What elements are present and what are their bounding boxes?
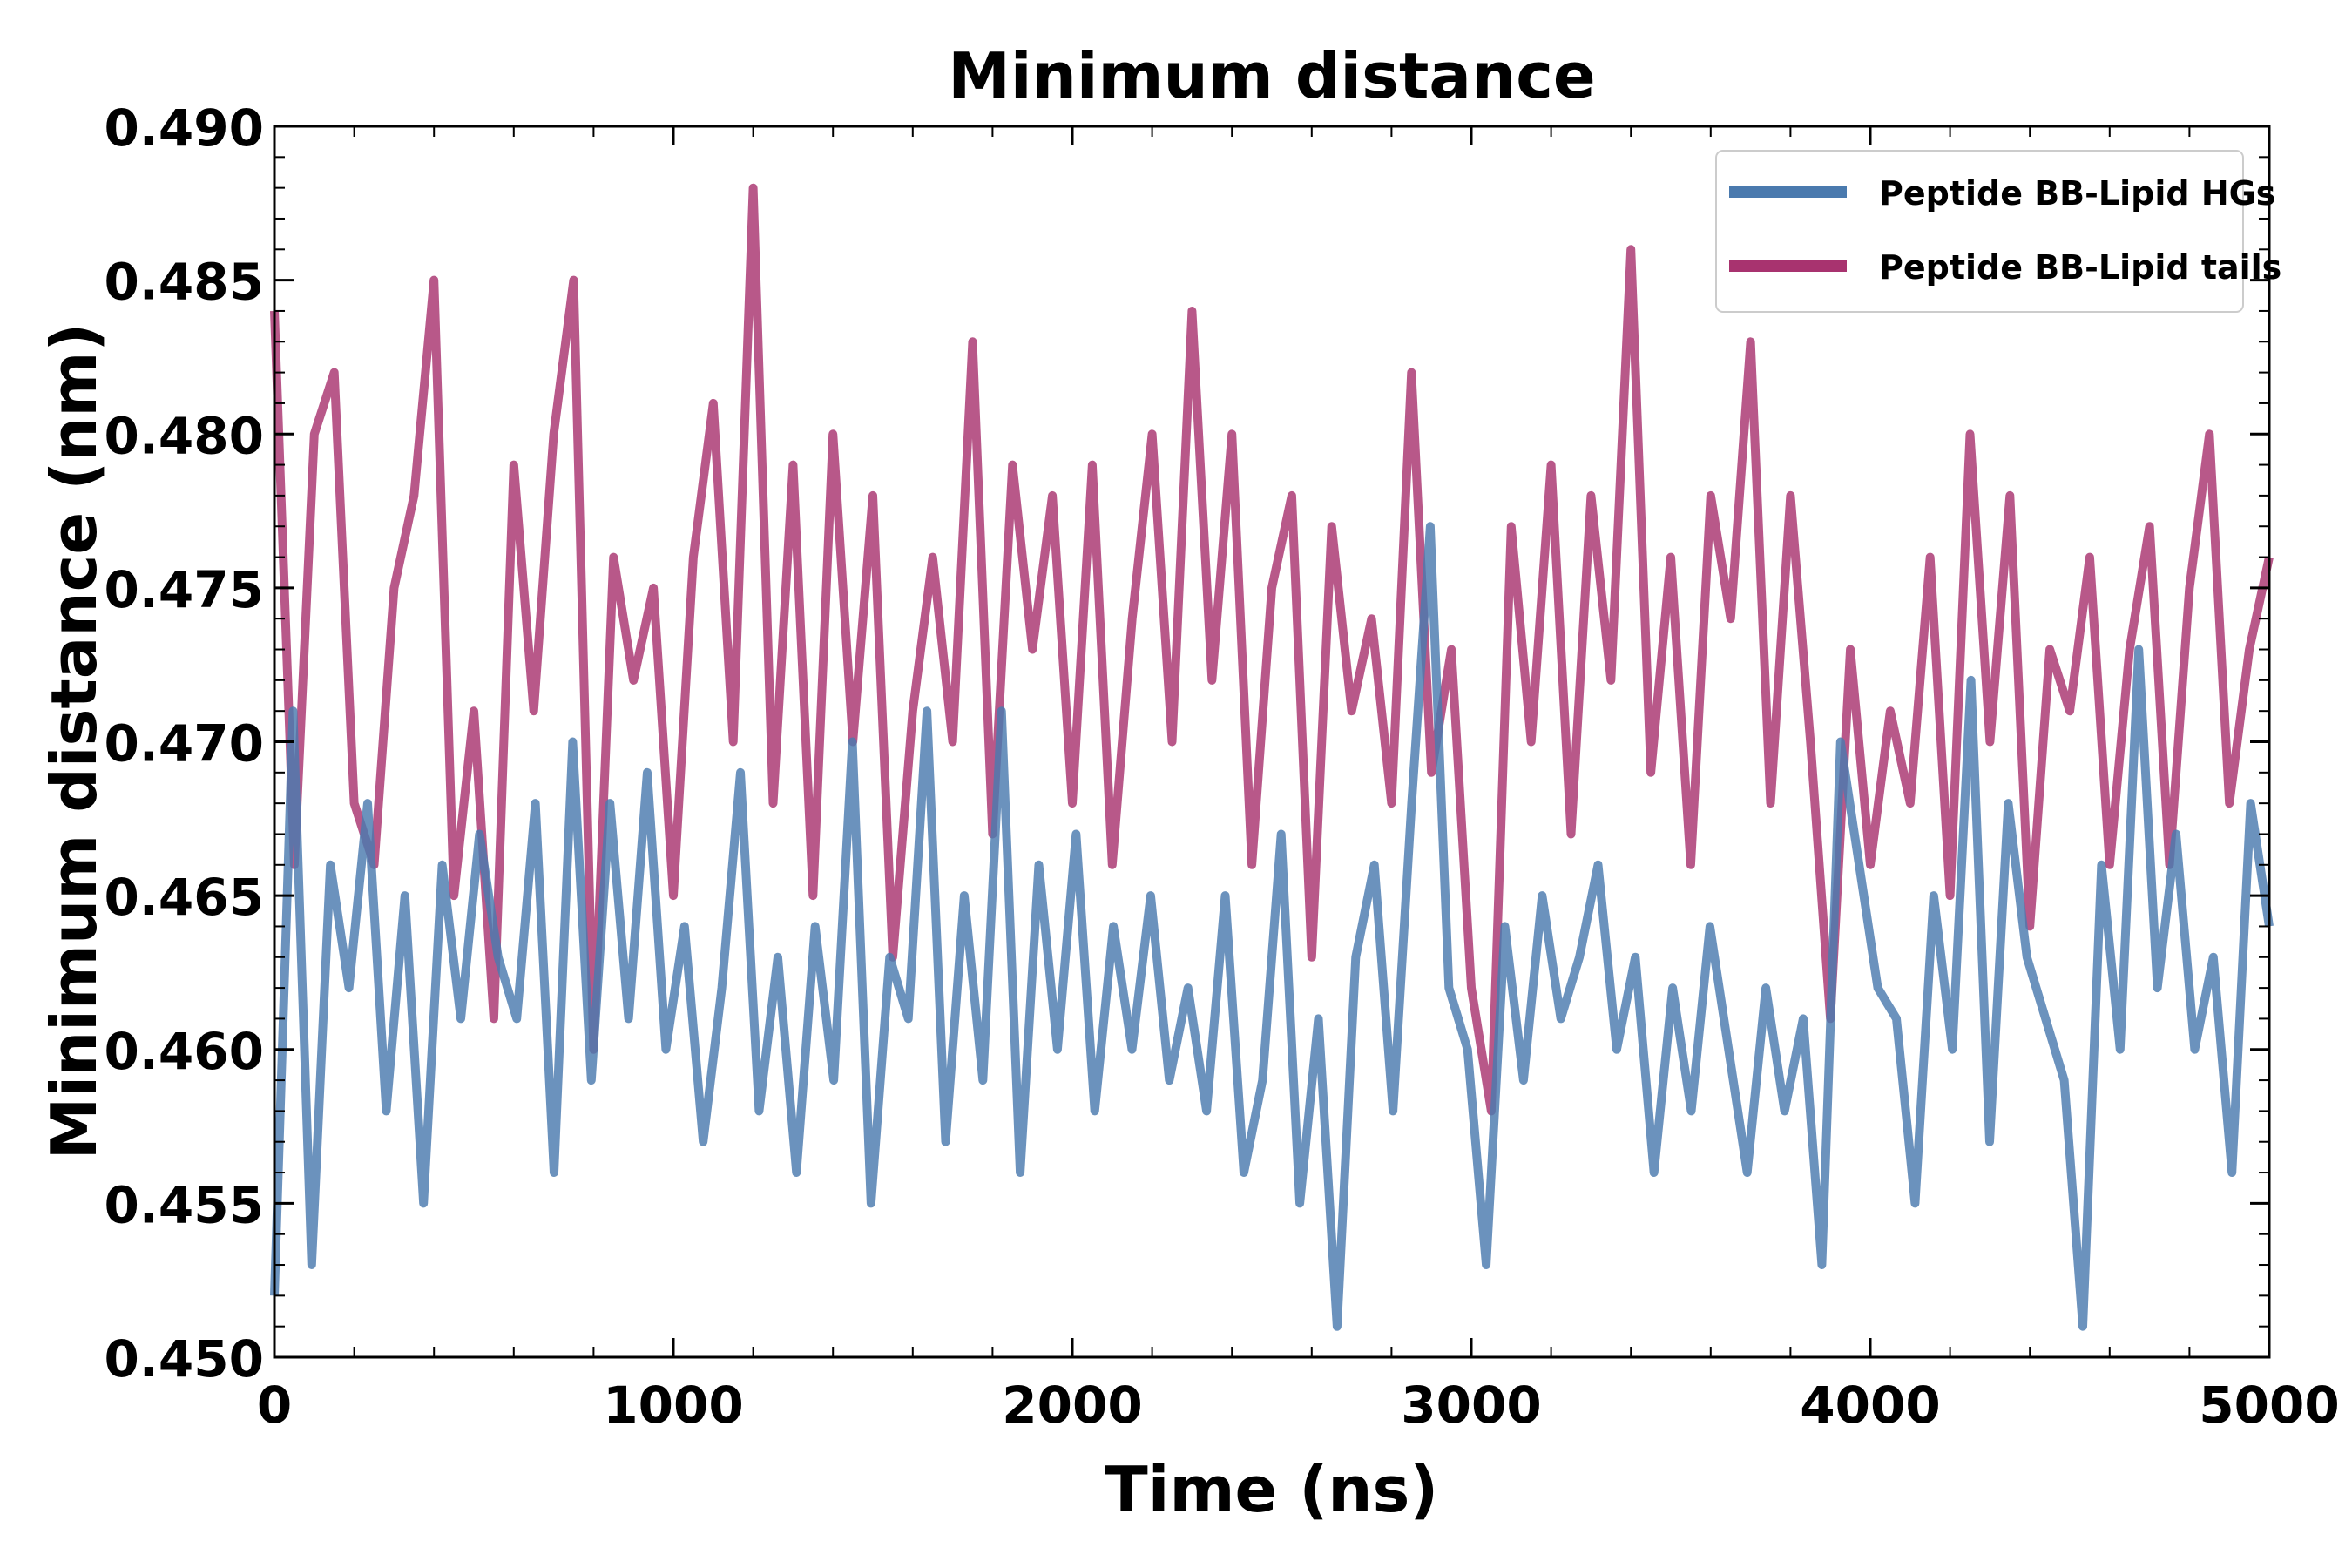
series-line-0 <box>270 522 2274 1331</box>
x-tick-label: 4000 <box>1800 1375 1940 1435</box>
y-tick-label: 0.490 <box>105 98 264 158</box>
y-tick-label: 0.460 <box>105 1022 264 1081</box>
legend-label-tails: Peptide BB-Lipid tails <box>1879 248 2281 287</box>
y-axis-label: Minimum distance (nm) <box>37 323 111 1160</box>
y-tick-label: 0.470 <box>105 714 264 774</box>
y-tick-label: 0.485 <box>105 253 264 312</box>
x-tick-label: 3000 <box>1401 1375 1541 1435</box>
legend-label-hgs: Peptide BB-Lipid HGs <box>1879 174 2275 213</box>
x-tick-label: 0 <box>257 1375 292 1435</box>
y-tick-label: 0.455 <box>105 1175 264 1234</box>
x-tick-label: 2000 <box>1002 1375 1142 1435</box>
y-tick-label: 0.465 <box>105 868 264 927</box>
legend-box <box>1715 150 2244 313</box>
y-tick-label: 0.480 <box>105 406 264 465</box>
ticks-layer: 0 1000 2000 3000 4000 5000 0.450 0.455 0.460 0.46… <box>105 98 2340 1435</box>
series-line-1 <box>270 183 2274 1116</box>
legend: Peptide BB-Lipid HGs Peptide BB-Lipid ta… <box>1715 150 2281 313</box>
y-tick-label: 0.475 <box>105 560 264 619</box>
x-axis-label: Time (ns) <box>1105 1453 1439 1526</box>
chart-title: Minimum distance <box>948 39 1595 112</box>
x-tick-label: 1000 <box>603 1375 743 1435</box>
y-tick-label: 0.450 <box>105 1329 264 1389</box>
series-layer <box>270 183 2274 1331</box>
x-tick-label: 5000 <box>2199 1375 2339 1435</box>
